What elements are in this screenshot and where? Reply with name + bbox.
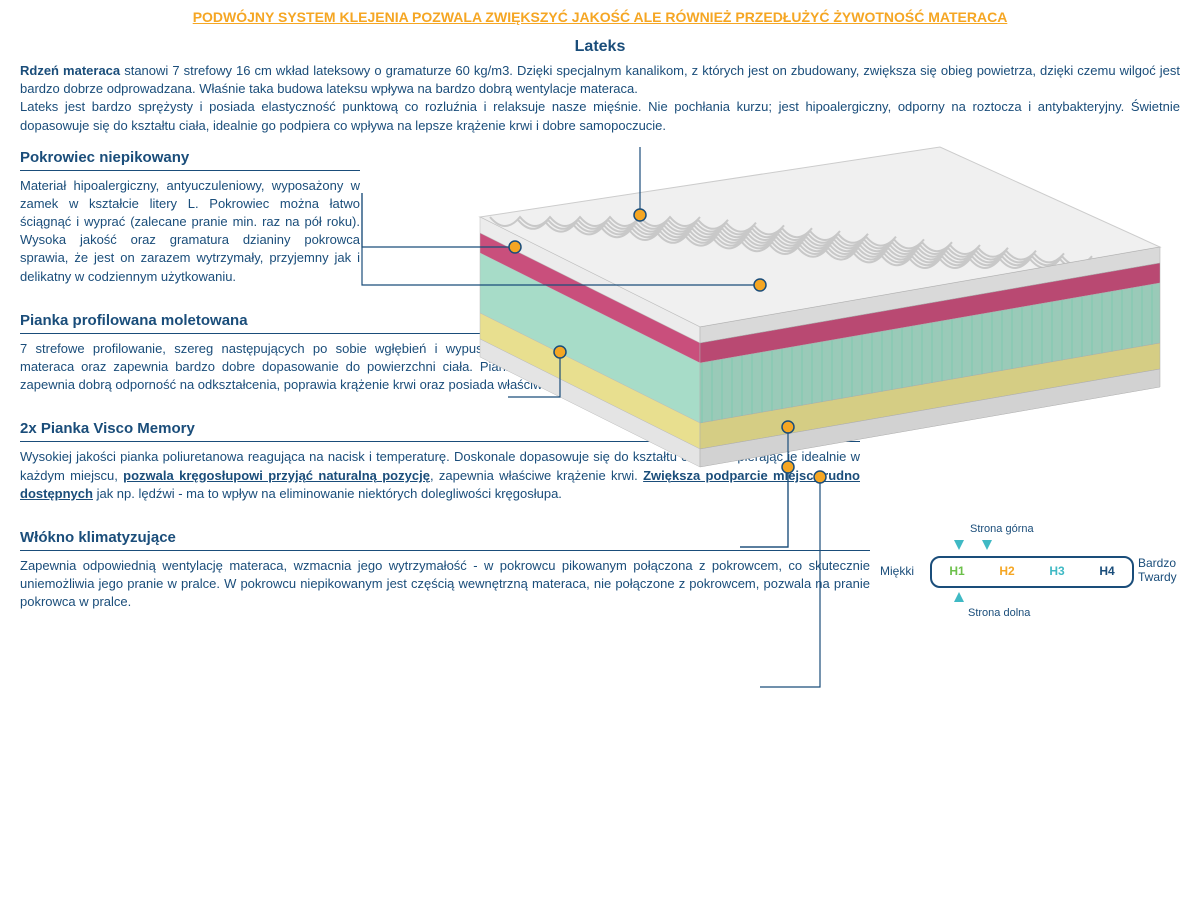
arrow-up-icon: [954, 592, 964, 602]
section-body: Zapewnia odpowiednią wentylację materaca…: [20, 557, 870, 612]
section-body: 7 strefowe profilowanie, szereg następuj…: [20, 340, 630, 395]
section-title: Włókno klimatyzujące: [20, 527, 870, 551]
hardness-right-l1: Bardzo: [1138, 556, 1176, 570]
hardness-level: H3: [1049, 563, 1064, 580]
hardness-level: H1: [949, 563, 964, 580]
hardness-right-l2: Twardy: [1138, 570, 1177, 584]
hardness-bottom-label: Strona dolna: [968, 606, 1030, 621]
hardness-box: H1 H2 H3 H4: [930, 556, 1134, 588]
hardness-top-label: Strona górna: [970, 522, 1034, 537]
section-visco: 2x Pianka Visco Memory Wysokiej jakości …: [20, 418, 1180, 503]
section-title: Pokrowiec niepikowany: [20, 147, 360, 171]
section-body: Wysokiej jakości pianka poliuretanowa re…: [20, 448, 860, 503]
hardness-level: H4: [1099, 563, 1114, 580]
hardness-right-label: Bardzo Twardy: [1138, 556, 1188, 585]
header-title: PODWÓJNY SYSTEM KLEJENIA POZWALA ZWIĘKSZ…: [20, 8, 1180, 28]
section-title: Pianka profilowana moletowana: [20, 310, 630, 334]
header-intro: Rdzeń materaca stanowi 7 strefowy 16 cm …: [20, 62, 1180, 135]
hardness-level: H2: [999, 563, 1014, 580]
section-body: Materiał hipoalergiczny, antyuczuleniowy…: [20, 177, 360, 286]
arrow-down-icon: [982, 540, 992, 550]
header-subtitle: Lateks: [20, 36, 1180, 58]
section-pianka-prof: Pianka profilowana moletowana 7 strefowe…: [20, 310, 1180, 395]
main-content: Pokrowiec niepikowany Materiał hipoalerg…: [20, 147, 1180, 636]
hardness-left-label: Miękki: [880, 563, 914, 580]
hardness-chart: Strona górna Miękki H1 H2 H3 H4 Bardzo Twar…: [870, 522, 1180, 632]
arrow-down-icon: [954, 540, 964, 550]
section-pokrowiec: Pokrowiec niepikowany Materiał hipoalerg…: [20, 147, 1180, 286]
section-title: 2x Pianka Visco Memory: [20, 418, 860, 442]
